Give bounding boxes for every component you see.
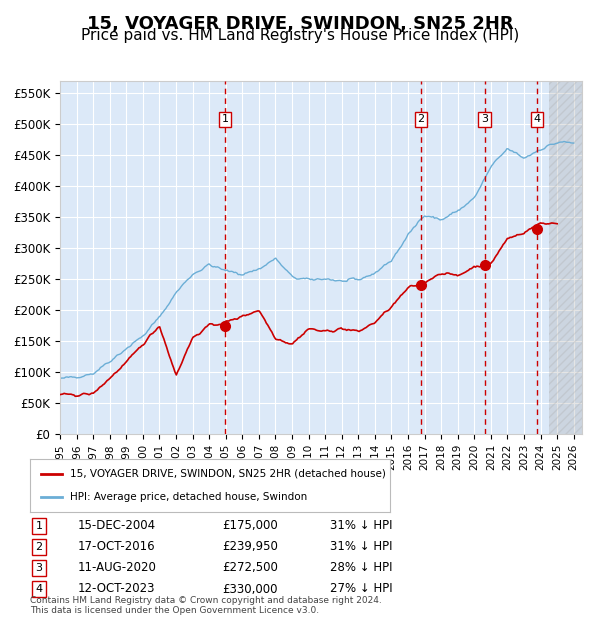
Text: 15, VOYAGER DRIVE, SWINDON, SN25 2HR: 15, VOYAGER DRIVE, SWINDON, SN25 2HR [86, 16, 514, 33]
Text: 2: 2 [418, 115, 425, 125]
Text: Price paid vs. HM Land Registry's House Price Index (HPI): Price paid vs. HM Land Registry's House … [81, 28, 519, 43]
Text: 3: 3 [35, 563, 43, 573]
Text: 15-DEC-2004: 15-DEC-2004 [78, 520, 156, 532]
Text: £239,950: £239,950 [222, 541, 278, 553]
Text: £330,000: £330,000 [222, 583, 277, 595]
Text: 1: 1 [221, 115, 229, 125]
Text: 3: 3 [481, 115, 488, 125]
Text: 15, VOYAGER DRIVE, SWINDON, SN25 2HR (detached house): 15, VOYAGER DRIVE, SWINDON, SN25 2HR (de… [70, 469, 385, 479]
Bar [549, 81, 582, 434]
Text: 31% ↓ HPI: 31% ↓ HPI [330, 541, 392, 553]
Text: HPI: Average price, detached house, Swindon: HPI: Average price, detached house, Swin… [70, 492, 307, 502]
Text: 1: 1 [35, 521, 43, 531]
Text: 4: 4 [533, 115, 541, 125]
Text: 17-OCT-2016: 17-OCT-2016 [78, 541, 155, 553]
Text: 2: 2 [35, 542, 43, 552]
Text: 12-OCT-2023: 12-OCT-2023 [78, 583, 155, 595]
Text: 28% ↓ HPI: 28% ↓ HPI [330, 562, 392, 574]
Text: 31% ↓ HPI: 31% ↓ HPI [330, 520, 392, 532]
Text: Contains HM Land Registry data © Crown copyright and database right 2024.
This d: Contains HM Land Registry data © Crown c… [30, 596, 382, 615]
Text: 4: 4 [35, 584, 43, 594]
Text: £175,000: £175,000 [222, 520, 278, 532]
Text: 11-AUG-2020: 11-AUG-2020 [78, 562, 157, 574]
Text: £272,500: £272,500 [222, 562, 278, 574]
Text: 27% ↓ HPI: 27% ↓ HPI [330, 583, 392, 595]
